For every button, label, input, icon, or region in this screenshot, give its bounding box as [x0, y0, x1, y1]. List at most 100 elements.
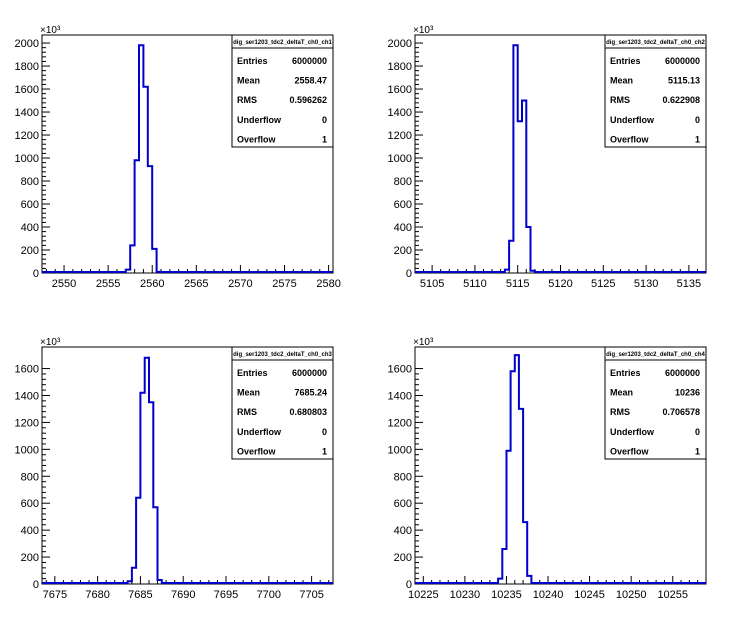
y-tick-label: 1800	[15, 61, 39, 73]
y-multiplier-label: ×10³	[40, 337, 61, 348]
stats-box: dig_ser1203_tdc2_deltaT_ch0_ch2 Entries 60…	[604, 34, 707, 148]
stats-value: 1	[322, 134, 327, 144]
y-tick-label: 800	[394, 176, 412, 188]
histogram-panel-4: 0 200 400 600 800 1000 1200 1400 1600 10225 10230 1…	[388, 337, 707, 601]
y-tick-label: 1600	[388, 84, 412, 96]
y-tick-label: 1800	[388, 61, 412, 73]
stats-name: dig_ser1203_tdc2_deltaT_ch0_ch1	[233, 40, 332, 46]
stats-label: Underflow	[237, 115, 282, 125]
x-tick-label: 5130	[634, 278, 658, 290]
x-tick-label: 2560	[140, 278, 164, 290]
y-tick-label: 0	[33, 579, 39, 591]
histogram-series	[415, 354, 706, 584]
stats-name: dig_ser1203_tdc2_deltaT_ch0_ch2	[606, 40, 705, 46]
y-tick-label: 1400	[388, 107, 412, 119]
y-tick-label: 400	[394, 525, 412, 537]
stats-value: 0	[695, 427, 700, 437]
x-tick-label: 10240	[533, 589, 564, 601]
y-tick-label: 1200	[388, 417, 412, 429]
x-tick-label: 7695	[214, 589, 238, 601]
y-tick-label: 800	[21, 176, 39, 188]
y-tick-label: 400	[21, 222, 39, 234]
stats-value: 0.622908	[662, 95, 700, 105]
stats-value: 0	[695, 115, 700, 125]
y-tick-label: 1000	[15, 153, 39, 165]
x-tick-label: 7690	[171, 589, 195, 601]
x-tick-label: 2580	[316, 278, 340, 290]
stats-label: Underflow	[237, 427, 282, 437]
x-tick-label: 10225	[408, 589, 439, 601]
y-tick-label: 400	[394, 222, 412, 234]
histogram-panel-2: 0 200 400 600 800 1000 1200 1400 1600 1800 2000 510…	[388, 25, 707, 290]
y-tick-label: 0	[33, 268, 39, 280]
y-tick-label: 200	[394, 245, 412, 257]
stats-value: 10236	[675, 388, 700, 398]
x-tick-label: 7700	[257, 589, 281, 601]
y-tick-label: 1600	[15, 84, 39, 96]
y-tick-label: 200	[394, 552, 412, 564]
x-tick-label: 10245	[574, 589, 605, 601]
stats-value: 2558.47	[294, 76, 327, 86]
stats-label: Entries	[610, 56, 641, 66]
stats-label: RMS	[610, 407, 630, 417]
x-tick-label: 5110	[463, 278, 487, 290]
stats-value: 7685.24	[294, 388, 327, 398]
stats-name: dig_ser1203_tdc2_deltaT_ch0_ch3	[233, 352, 332, 358]
y-tick-label: 1200	[388, 130, 412, 142]
stats-frame	[604, 346, 707, 460]
stats-label: Mean	[237, 76, 260, 86]
y-tick-label: 200	[21, 245, 39, 257]
y-multiplier-label: ×10³	[413, 337, 434, 348]
y-tick-label: 1600	[388, 364, 412, 376]
x-tick-label: 5115	[506, 278, 530, 290]
histogram-panel-1: 0 200 400 600 800 1000 1200 1400 1600 1800 2000 255…	[15, 25, 341, 290]
x-tick-label: 10235	[491, 589, 522, 601]
y-tick-label: 1000	[388, 153, 412, 165]
histogram-series	[415, 44, 706, 273]
stats-label: Mean	[237, 388, 260, 398]
y-tick-label: 600	[394, 498, 412, 510]
x-tick-label: 10230	[450, 589, 481, 601]
y-tick-label: 1200	[15, 130, 39, 142]
x-tick-label: 10255	[657, 589, 688, 601]
x-tick-label: 5105	[420, 278, 444, 290]
y-tick-label: 2000	[388, 38, 412, 50]
stats-label: Overflow	[610, 446, 650, 456]
x-tick-label: 2565	[184, 278, 208, 290]
stats-value: 0.680803	[289, 407, 327, 417]
stats-label: RMS	[237, 95, 257, 105]
stats-box: dig_ser1203_tdc2_deltaT_ch0_ch3 Entries 60…	[231, 346, 334, 460]
stats-frame	[231, 346, 334, 460]
x-tick-label: 2555	[96, 278, 120, 290]
y-tick-label: 1400	[15, 107, 39, 119]
y-tick-label: 1400	[15, 390, 39, 402]
histogram-series	[42, 356, 333, 584]
histogram-panel-3: 0 200 400 600 800 1000 1200 1400 1600 7675 7680 768…	[15, 337, 334, 601]
stats-value: 6000000	[292, 56, 327, 66]
x-tick-label: 5135	[677, 278, 701, 290]
stats-value: 0.706578	[662, 407, 700, 417]
x-tick-label: 5125	[591, 278, 615, 290]
stats-label: Overflow	[237, 134, 277, 144]
x-tick-label: 2570	[228, 278, 252, 290]
stats-value: 6000000	[665, 368, 700, 378]
stats-value: 5115.13	[668, 76, 700, 86]
y-tick-label: 1000	[388, 444, 412, 456]
x-tick-label: 2575	[272, 278, 296, 290]
x-tick-label: 10250	[616, 589, 647, 601]
y-tick-label: 0	[406, 268, 412, 280]
y-tick-label: 0	[406, 579, 412, 591]
stats-label: Mean	[610, 388, 633, 398]
x-tick-label: 2550	[52, 278, 76, 290]
y-multiplier-label: ×10³	[40, 25, 61, 36]
y-tick-label: 1600	[15, 364, 39, 376]
y-tick-label: 1000	[15, 444, 39, 456]
x-tick-label: 7705	[299, 589, 323, 601]
stats-name: dig_ser1203_tdc2_deltaT_ch0_ch4	[606, 352, 705, 358]
stats-label: Mean	[610, 76, 633, 86]
stats-box: dig_ser1203_tdc2_deltaT_ch0_ch4 Entries 60…	[604, 346, 707, 460]
y-tick-label: 800	[394, 471, 412, 483]
stats-value: 0	[322, 427, 327, 437]
stats-label: Entries	[610, 368, 641, 378]
stats-frame	[231, 34, 334, 148]
